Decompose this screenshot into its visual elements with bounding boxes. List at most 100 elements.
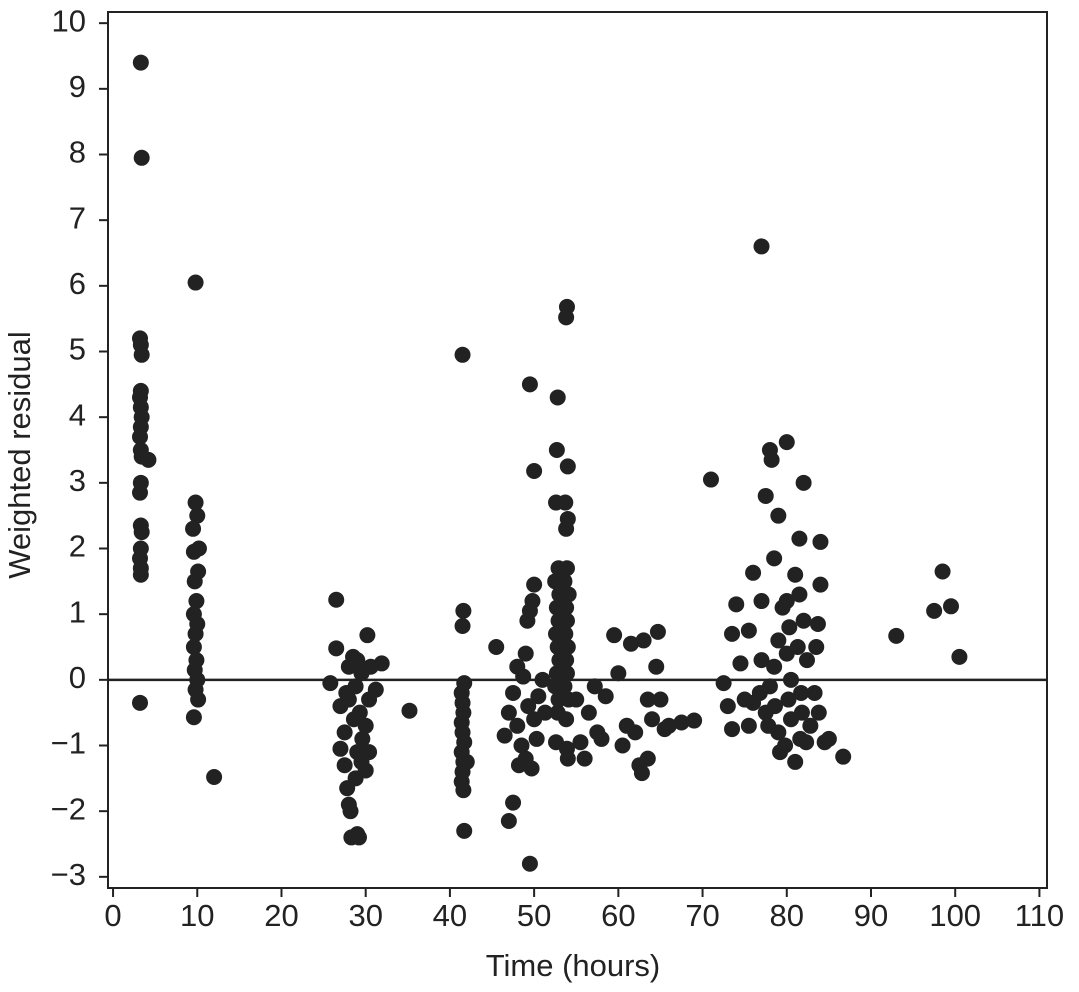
point (557, 494, 574, 511)
point (627, 724, 644, 741)
point (560, 586, 577, 603)
point (820, 730, 837, 747)
y-tick-label: 8 (69, 135, 86, 170)
point (778, 593, 795, 610)
point (132, 566, 149, 583)
point (455, 602, 472, 619)
point (517, 645, 534, 662)
point (558, 711, 575, 728)
point (558, 309, 575, 326)
point (455, 782, 472, 799)
point (686, 712, 703, 729)
point (345, 711, 362, 728)
point (373, 655, 390, 672)
point (534, 671, 551, 688)
point (597, 688, 614, 705)
point (740, 622, 757, 639)
point (780, 691, 797, 708)
point (795, 474, 812, 491)
y-tick-label: 1 (69, 594, 86, 629)
point (361, 691, 378, 708)
point (336, 724, 353, 741)
point (766, 698, 783, 715)
x-tick-label: 10 (180, 898, 214, 933)
point (586, 678, 603, 695)
point (521, 855, 538, 872)
point (649, 623, 666, 640)
point (652, 691, 669, 708)
point (787, 566, 804, 583)
point (185, 709, 202, 726)
point (789, 639, 806, 656)
point (644, 711, 661, 728)
point (808, 639, 825, 656)
point (521, 376, 538, 393)
point (549, 389, 566, 406)
point (556, 678, 573, 695)
point (724, 721, 741, 738)
point (500, 704, 517, 721)
point (458, 753, 475, 770)
x-tick-label: 20 (264, 898, 298, 933)
point (488, 639, 505, 656)
point (526, 463, 543, 480)
point (812, 533, 829, 550)
point (715, 675, 732, 692)
point (942, 598, 959, 615)
point (519, 612, 536, 629)
y-tick-label: −3 (51, 857, 86, 892)
y-tick-label: 4 (69, 397, 86, 432)
point (328, 591, 345, 608)
point (496, 727, 513, 744)
point (660, 717, 677, 734)
point (530, 688, 547, 705)
point (354, 730, 371, 747)
point (760, 717, 777, 734)
point (132, 54, 149, 71)
point (778, 434, 795, 451)
point (757, 487, 774, 504)
point (556, 573, 573, 590)
point (186, 573, 203, 590)
point (332, 740, 349, 757)
point (798, 652, 815, 669)
point (795, 612, 812, 629)
point (336, 757, 353, 774)
point (185, 543, 202, 560)
point (558, 665, 575, 682)
point (338, 684, 355, 701)
point (510, 757, 527, 774)
point (802, 717, 819, 734)
point (454, 617, 471, 634)
point (951, 648, 968, 665)
point (190, 691, 207, 708)
point (559, 639, 576, 656)
point (926, 602, 943, 619)
point (724, 625, 741, 642)
y-tick-label: 2 (69, 529, 86, 564)
point (558, 520, 575, 537)
point (505, 684, 522, 701)
point (766, 658, 783, 675)
point (576, 750, 593, 767)
point (572, 734, 589, 751)
point (791, 530, 808, 547)
point (357, 717, 374, 734)
x-tick-label: 110 (1015, 898, 1064, 933)
point (614, 737, 631, 754)
point (528, 730, 545, 747)
x-tick-label: 60 (601, 898, 635, 933)
x-tick-label: 100 (929, 898, 981, 933)
point (189, 507, 206, 524)
point (340, 658, 357, 675)
point (580, 704, 597, 721)
point (188, 593, 205, 610)
point (606, 627, 623, 644)
point (791, 586, 808, 603)
x-tick-label: 70 (685, 898, 719, 933)
point (809, 616, 826, 633)
point (782, 671, 799, 688)
point (793, 704, 810, 721)
point (728, 596, 745, 613)
